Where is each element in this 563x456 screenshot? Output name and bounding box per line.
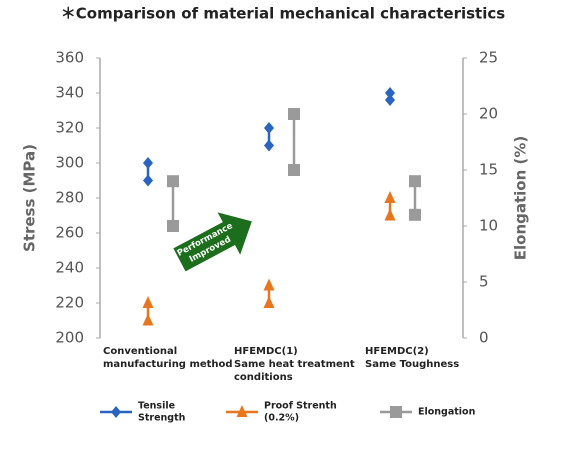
legend-label: Elongation xyxy=(418,407,476,418)
square-marker xyxy=(288,108,300,120)
y-axis-title: Stress (MPa) xyxy=(21,144,39,252)
square-marker xyxy=(409,175,421,188)
legend-label: Strength xyxy=(138,413,186,424)
category-label: Same heat treatment xyxy=(234,359,355,370)
y2-tick-label: 15 xyxy=(479,161,498,179)
square-marker xyxy=(167,220,179,232)
y-tick-label: 260 xyxy=(55,224,84,242)
y-tick-label: 320 xyxy=(55,119,84,137)
y-tick-label: 200 xyxy=(55,329,84,347)
triangle-marker xyxy=(263,278,275,291)
square-marker xyxy=(167,175,179,188)
square-marker xyxy=(390,406,402,418)
annotation-arrow: Performance Improved xyxy=(173,212,252,272)
y-tick-label: 220 xyxy=(55,294,84,312)
diamond-marker xyxy=(143,157,153,169)
diamond-marker xyxy=(385,94,395,106)
triangle-marker xyxy=(263,296,275,308)
y2-axis-title: Elongation (%) xyxy=(512,136,530,261)
category-label: Conventional xyxy=(103,346,177,357)
diamond-marker xyxy=(264,122,274,134)
category-label: HFEMDC(1) xyxy=(234,346,298,357)
chart-title: ＊Comparison of material mechanical chara… xyxy=(61,5,505,23)
y-tick-label: 360 xyxy=(55,49,84,67)
triangle-marker xyxy=(142,296,154,308)
triangle-marker xyxy=(236,405,248,417)
category-label: manufacturing method xyxy=(103,359,233,370)
y-tick-label: 340 xyxy=(55,84,84,102)
y2-tick-label: 25 xyxy=(479,49,498,67)
category-label: HFEMDC(2) xyxy=(365,346,429,357)
y-tick-label: 240 xyxy=(55,259,84,277)
triangle-marker xyxy=(384,191,396,203)
y2-tick-label: 5 xyxy=(479,273,489,291)
diamond-marker xyxy=(385,87,395,99)
category-label: Same Toughness xyxy=(365,359,459,370)
y2-tick-label: 20 xyxy=(479,105,498,123)
arrow-shape xyxy=(173,212,252,272)
square-marker xyxy=(409,208,421,221)
diamond-marker xyxy=(143,174,153,187)
triangle-marker xyxy=(142,313,154,326)
diamond-marker xyxy=(264,139,274,152)
category-label: conditions xyxy=(234,372,293,383)
y2-tick-label: 0 xyxy=(479,329,489,347)
square-marker xyxy=(288,164,300,176)
y-tick-label: 280 xyxy=(55,189,84,207)
legend-label: Tensile xyxy=(138,401,175,412)
legend-label: Proof Strenth xyxy=(264,401,337,412)
legend-label: (0.2%) xyxy=(264,413,299,424)
y-tick-label: 300 xyxy=(55,154,84,172)
triangle-marker xyxy=(384,208,396,221)
y2-tick-label: 10 xyxy=(479,217,498,235)
diamond-marker xyxy=(111,406,121,418)
